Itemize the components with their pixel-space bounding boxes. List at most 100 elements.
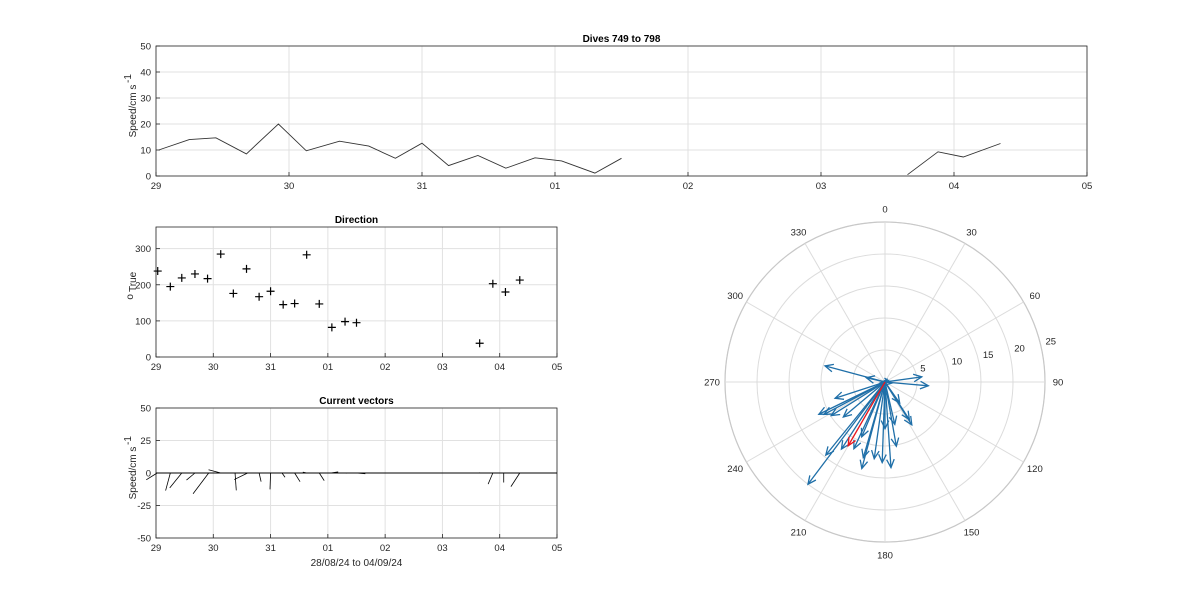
direction-plus-marker bbox=[290, 299, 299, 308]
y-tick-label: 30 bbox=[140, 94, 151, 105]
current-arrow-shaft bbox=[884, 381, 892, 468]
current-arrow bbox=[884, 380, 930, 390]
chart-title: Current vectors bbox=[319, 396, 394, 407]
y-axis-label-group: Speed/cm s -1 bbox=[123, 436, 139, 500]
y-tick-label: 10 bbox=[140, 146, 151, 157]
current-vector-stick bbox=[281, 472, 286, 478]
theta-tick-label: 180 bbox=[877, 551, 893, 562]
current-vector-stick bbox=[302, 471, 307, 474]
x-tick-label: 04 bbox=[494, 362, 505, 373]
mean-current-arrow-shaft bbox=[847, 381, 886, 447]
current-arrow-shaft bbox=[884, 376, 922, 383]
y-tick-label: 100 bbox=[135, 316, 151, 327]
x-tick-label: 29 bbox=[151, 362, 162, 373]
x-tick-label: 04 bbox=[949, 181, 960, 192]
current-vector-stick bbox=[192, 472, 210, 495]
current-arrow-shaft bbox=[853, 381, 886, 449]
r-tick-label: 25 bbox=[1046, 337, 1057, 348]
polar-spoke bbox=[804, 243, 886, 383]
direction-plus-marker bbox=[153, 267, 162, 276]
current-arrow-head bbox=[870, 449, 880, 461]
r-tick-label: 15 bbox=[983, 350, 994, 361]
current-arrow-head bbox=[840, 440, 850, 451]
current-vector-stick bbox=[330, 471, 339, 474]
direction-plus-marker bbox=[341, 317, 350, 326]
y-tick-label: -50 bbox=[137, 534, 151, 545]
speed-series-line bbox=[158, 123, 622, 174]
r-tick-label: 5 bbox=[920, 363, 925, 374]
x-tick-label: 01 bbox=[323, 362, 334, 373]
current-arrow-head bbox=[878, 454, 887, 465]
current-vector-stick bbox=[318, 472, 325, 481]
theta-tick-label: 330 bbox=[791, 228, 807, 239]
direction-plus-marker bbox=[255, 292, 264, 301]
direction-plus-marker bbox=[488, 279, 497, 288]
mean-current-arrow-head bbox=[847, 436, 856, 448]
direction-plus-marker bbox=[166, 282, 175, 291]
y-tick-label: 20 bbox=[140, 120, 151, 131]
direction-plus-marker bbox=[190, 269, 199, 278]
x-tick-label: 02 bbox=[683, 181, 694, 192]
theta-tick-label: 270 bbox=[704, 378, 720, 389]
current-arrow-head bbox=[864, 375, 876, 384]
direction-plus-marker bbox=[266, 287, 275, 296]
y-tick-label: 40 bbox=[140, 68, 151, 79]
current-vector-stick bbox=[510, 472, 521, 487]
current-arrow-head bbox=[842, 408, 853, 418]
plot-frame bbox=[155, 45, 1088, 177]
plot-frame bbox=[155, 226, 558, 358]
current-arrow bbox=[861, 381, 886, 460]
current-vector-stick bbox=[487, 472, 494, 485]
theta-tick-label: 240 bbox=[727, 464, 743, 475]
polar-spoke bbox=[884, 381, 966, 521]
current-arrow-head bbox=[859, 459, 869, 471]
current-arrow-head bbox=[880, 420, 890, 431]
direction-plus-marker bbox=[475, 339, 484, 348]
current-arrow bbox=[880, 382, 890, 431]
direction-plus-marker bbox=[216, 250, 225, 259]
current-vector-stick bbox=[234, 472, 237, 491]
current-arrow bbox=[870, 381, 886, 461]
current-arrow-head bbox=[891, 393, 901, 405]
chart-title: Dives 749 to 798 bbox=[583, 34, 661, 45]
current-vector-stick bbox=[165, 472, 171, 491]
current-arrow-head bbox=[829, 407, 841, 417]
speed-series-line bbox=[907, 143, 1001, 176]
current-arrow bbox=[864, 375, 886, 384]
current-arrow bbox=[822, 381, 886, 416]
y-tick-label: 50 bbox=[140, 404, 151, 415]
y-tick-label: 0 bbox=[146, 172, 151, 183]
direction-plus-marker bbox=[279, 300, 288, 309]
current-vector-stick bbox=[146, 472, 158, 481]
current-arrow bbox=[807, 381, 886, 486]
current-arrow bbox=[884, 381, 900, 448]
x-tick-label: 05 bbox=[552, 543, 563, 554]
direction-plus-marker bbox=[352, 318, 361, 327]
theta-tick-label: 0 bbox=[882, 205, 887, 216]
r-tick-label: 10 bbox=[952, 357, 963, 368]
y-tick-label: 25 bbox=[140, 436, 151, 447]
current-arrow-head bbox=[919, 380, 930, 390]
current-arrow-head bbox=[901, 410, 911, 421]
current-arrow-head bbox=[853, 439, 862, 451]
current-arrow bbox=[829, 381, 886, 417]
x-tick-label: 30 bbox=[284, 181, 295, 192]
direction-plus-marker bbox=[203, 274, 212, 283]
r-tick-label: 20 bbox=[1014, 343, 1025, 354]
current-arrow-shaft bbox=[823, 381, 886, 416]
direction-plus-marker bbox=[242, 264, 251, 273]
x-tick-label: 04 bbox=[494, 543, 505, 554]
y-axis-label: Speed/cm s bbox=[128, 447, 139, 500]
speed-axes: 29 30 31 01 02 03 04 05 0 10 20 30 40 50 Dives 749 to … bbox=[123, 34, 1092, 192]
x-tick-label: 29 bbox=[151, 181, 162, 192]
theta-tick-label: 30 bbox=[966, 228, 977, 239]
y-axis-label: Speed/cm s bbox=[128, 85, 139, 138]
y-axis-label-group: o True bbox=[125, 271, 139, 299]
y-tick-label: 0 bbox=[146, 469, 151, 480]
x-tick-label: 03 bbox=[437, 362, 448, 373]
direction-plus-marker bbox=[315, 299, 324, 308]
theta-tick-label: 150 bbox=[964, 527, 980, 538]
current-vector-stick bbox=[258, 472, 262, 482]
y-tick-label: 200 bbox=[135, 280, 151, 291]
x-tick-label: 31 bbox=[417, 181, 428, 192]
